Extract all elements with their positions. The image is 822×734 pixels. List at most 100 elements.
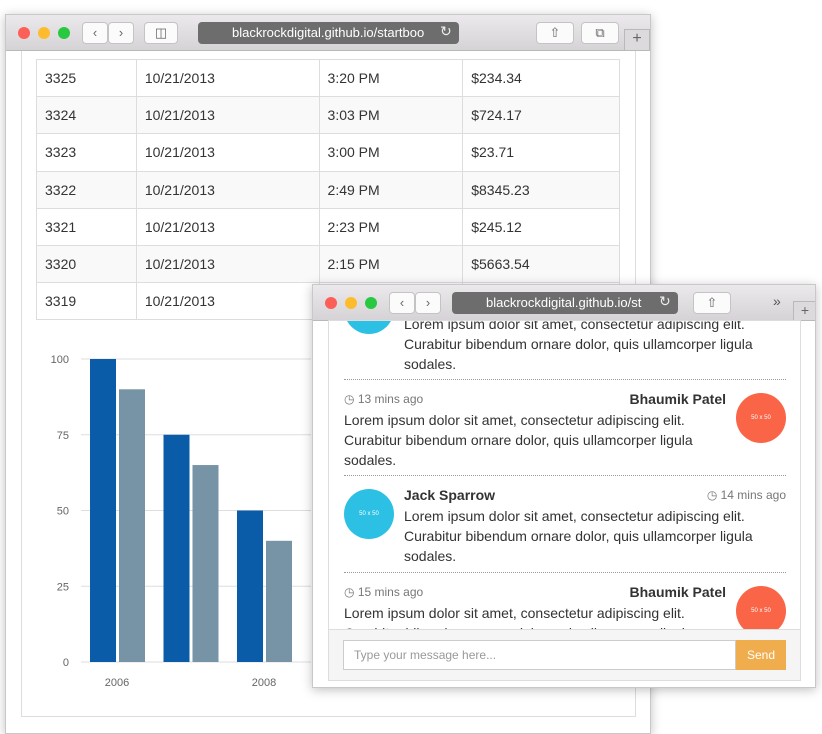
zoom[interactable] [365, 297, 377, 309]
cell-text: 3320 [45, 256, 77, 273]
reload[interactable]: ↻ [659, 293, 671, 309]
new-tab[interactable]: + [624, 29, 650, 51]
table-row: 3323 10/21/2013 3:00 PM $23.71 [36, 133, 620, 172]
separator [344, 572, 786, 573]
table: 3325 10/21/2013 3:20 PM $234.34 3324 10/21/20… [36, 58, 620, 321]
separator [344, 379, 786, 380]
message-body: Lorem ipsum dolor sit amet, consectetur … [404, 508, 753, 564]
table-cell: 10/21/2013 [135, 207, 320, 246]
chart: 0 25 50 75 100 2006 2008 [51, 354, 311, 689]
send-button[interactable]: Send [736, 640, 786, 670]
message-body: Lorem ipsum dolor sit amet, consectetur … [404, 320, 753, 372]
minimize[interactable] [345, 297, 357, 309]
table-cell: 2:23 PM [318, 207, 464, 246]
clock-icon: ◷ [344, 392, 358, 406]
table-cell: 10/21/2013 [135, 170, 320, 209]
share[interactable]: ⇧ [693, 292, 731, 314]
avatar-label: 50 x 50 [359, 511, 379, 517]
cell-text: 3321 [45, 218, 77, 235]
table-cell: $724.17 [462, 96, 620, 135]
cell-text: 3:03 PM [327, 107, 380, 124]
browser-window: ‹ › blackrockdigital.github.io/st ↻ ⇧ » … [312, 284, 816, 688]
time: 15 mins ago [357, 585, 424, 599]
browser-window: ‹ › ◫ blackrockdigital.github.io/startbo… [5, 14, 651, 734]
y-tick-label: 50 [57, 506, 69, 518]
timestamp: ◷ 14 mins ago [404, 485, 786, 505]
messages: Lorem ipsum dolor sit amet, consectetur … [329, 320, 800, 629]
table-cell: 3324 [36, 96, 137, 135]
table-cell: $23.71 [462, 133, 620, 172]
avatar [344, 321, 394, 334]
cell-text: 10/21/2013 [144, 293, 215, 310]
placeholder: Type your message here... [354, 648, 497, 662]
back[interactable]: ‹ [389, 292, 415, 314]
avatar-label: 50 x 50 [751, 415, 771, 421]
table-cell: 3323 [36, 133, 137, 172]
sender-name: Bhaumik Patel [629, 584, 726, 600]
timestamp: ◷ 15 mins ago [344, 582, 423, 602]
table-cell: 3321 [36, 207, 137, 246]
separator [344, 475, 786, 476]
address-bar[interactable]: blackrockdigital.github.io/st [452, 292, 678, 314]
avatar-label: 50 x 50 [751, 608, 771, 614]
zoom[interactable] [58, 27, 70, 39]
y-tick-label: 75 [57, 430, 69, 442]
table-cell: 10/21/2013 [135, 58, 320, 98]
message-body: Lorem ipsum dolor sit amet, consectetur … [344, 605, 693, 629]
table-row: 3325 10/21/2013 3:20 PM $234.34 [36, 58, 620, 98]
y-tick-label: 0 [63, 657, 69, 669]
bar [237, 510, 263, 662]
table-cell: $234.34 [462, 58, 620, 98]
sidebar[interactable]: ◫ [144, 22, 178, 44]
sender-name: Jack Sparrow [404, 487, 496, 503]
table-row: 3321 10/21/2013 2:23 PM $245.12 [36, 207, 620, 246]
table-cell: 3:20 PM [318, 58, 464, 98]
cell-text: 2:15 PM [327, 256, 380, 273]
address: blackrockdigital.github.io/startboo [232, 25, 425, 40]
close[interactable] [18, 27, 30, 39]
bar [90, 359, 116, 662]
cell-text: 2:23 PM [327, 218, 380, 235]
minimize[interactable] [38, 27, 50, 39]
message-input[interactable]: Type your message here... [343, 640, 736, 670]
message-body: Lorem ipsum dolor sit amet, consectetur … [344, 412, 693, 468]
cell-text: 10/21/2013 [144, 70, 215, 87]
table-cell: 2:49 PM [318, 170, 464, 209]
sender-name: Bhaumik Patel [629, 391, 726, 407]
table-cell: 3:03 PM [318, 96, 464, 135]
timestamp: ◷ 13 mins ago [344, 389, 423, 409]
footer: Type your message here... Send [329, 629, 800, 680]
avatar: 50 x 50 [736, 393, 786, 443]
cell-text: $234.34 [471, 70, 522, 87]
toolbar: ‹ › blackrockdigital.github.io/st ↻ ⇧ » … [313, 285, 815, 321]
table-cell: 3:00 PM [318, 133, 464, 172]
time: 14 mins ago [720, 488, 786, 502]
bar [266, 540, 292, 662]
cell-text: 3:00 PM [327, 144, 380, 161]
table-cell: 3322 [36, 170, 137, 209]
reload[interactable]: ↻ [440, 23, 452, 39]
tabs[interactable]: ⧉ [581, 22, 619, 44]
cell-text: $8345.23 [471, 181, 530, 198]
forward[interactable]: › [108, 22, 134, 44]
cell-text: 10/21/2013 [144, 181, 215, 198]
table-cell: $8345.23 [462, 170, 620, 209]
back[interactable]: ‹ [82, 22, 108, 44]
bar [163, 434, 190, 662]
chat-panel: Lorem ipsum dolor sit amet, consectetur … [328, 320, 801, 681]
address-bar[interactable]: blackrockdigital.github.io/startboo [198, 22, 459, 44]
cell-text: 3319 [45, 293, 77, 310]
cell-text: 2:49 PM [327, 181, 380, 198]
cell-text: 3325 [45, 70, 77, 87]
more[interactable]: » [773, 293, 781, 309]
table-row: 3324 10/21/2013 3:03 PM $724.17 [36, 96, 620, 135]
new-tab[interactable]: + [793, 301, 815, 321]
close[interactable] [325, 297, 337, 309]
forward[interactable]: › [415, 292, 441, 314]
clock-icon: ◷ [706, 488, 721, 502]
share[interactable]: ⇧ [536, 22, 574, 44]
table-row: 3322 10/21/2013 2:49 PM $8345.23 [36, 170, 620, 209]
send-label: Send [746, 648, 776, 662]
table-cell: 10/21/2013 [135, 282, 320, 321]
